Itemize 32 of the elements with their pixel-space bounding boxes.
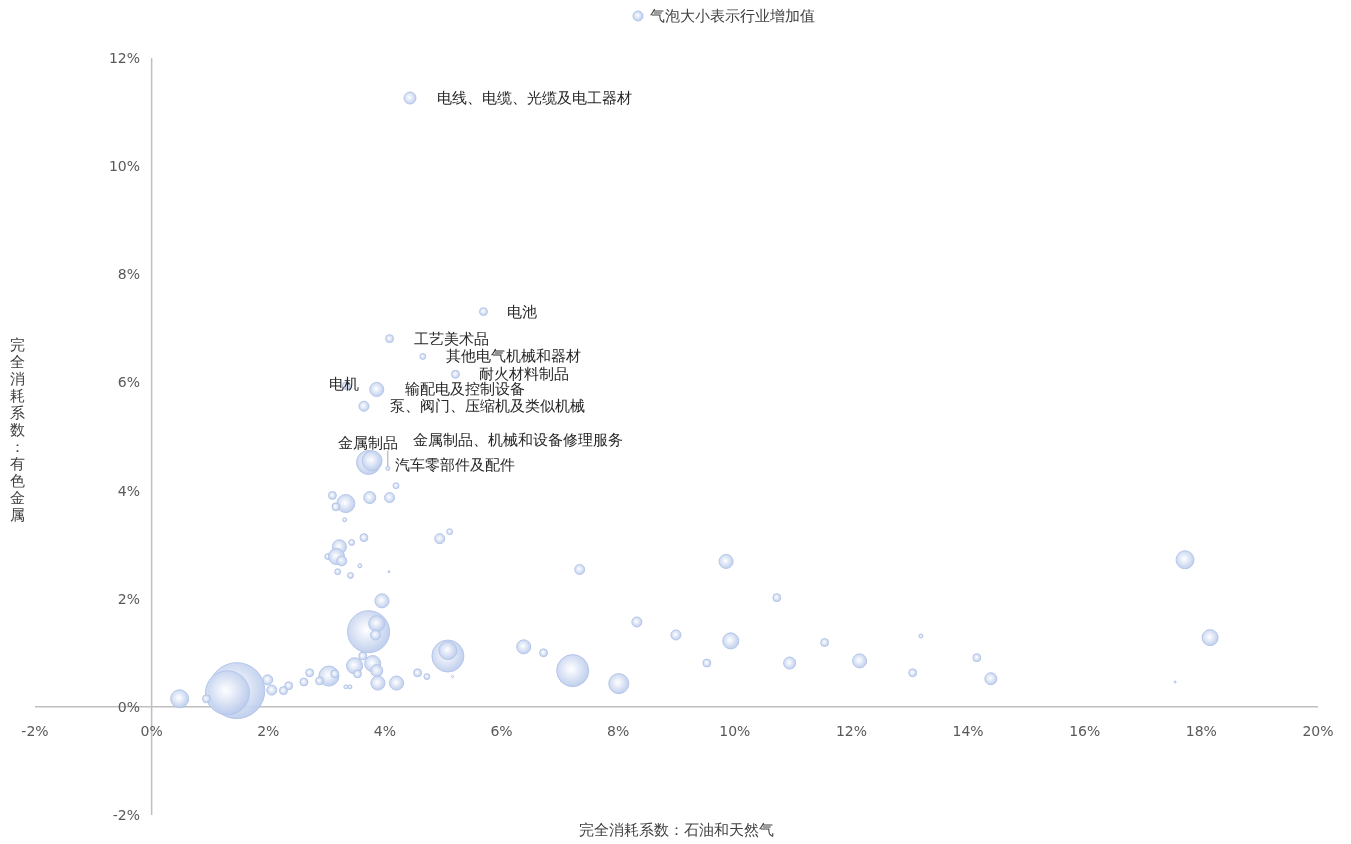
y-tick-label: 10% bbox=[108, 158, 140, 175]
x-tick-label: 20% bbox=[1302, 723, 1334, 739]
x-tick-label: 0% bbox=[140, 723, 163, 739]
x-tick-label: -2% bbox=[21, 723, 49, 739]
x-tick-label: 16% bbox=[1069, 723, 1101, 739]
y-tick-label: 0% bbox=[117, 698, 140, 715]
x-axis-title: 完全消耗系数：石油和天然气 bbox=[579, 821, 774, 839]
annotation: 金属制品 bbox=[337, 434, 398, 453]
x-tick-label: 14% bbox=[952, 723, 984, 739]
annotation: 电线、电缆、光缆及电工器材 bbox=[436, 89, 632, 108]
y-tick-label: 2% bbox=[117, 590, 140, 607]
annotation: 其他电气机械和器材 bbox=[445, 347, 581, 366]
x-tick-label: 4% bbox=[373, 723, 397, 739]
x-tick-label: 18% bbox=[1185, 723, 1217, 739]
x-tick-label: 6% bbox=[490, 723, 513, 739]
annotation: 金属制品、机械和设备修理服务 bbox=[412, 431, 623, 450]
annotation: 泵、阀门、压缩机及类似机械 bbox=[389, 397, 585, 416]
annotation: 汽车零部件及配件 bbox=[395, 455, 516, 474]
legend-label: 气泡大小表示行业增加值 bbox=[650, 7, 815, 25]
y-tick-label: 6% bbox=[117, 374, 140, 391]
y-tick-label: 12% bbox=[108, 50, 140, 66]
x-tick-label: 2% bbox=[257, 723, 280, 739]
x-tick-label: 8% bbox=[607, 723, 630, 739]
y-tick-label: 8% bbox=[117, 266, 140, 283]
annotation: 电池 bbox=[507, 302, 538, 321]
text: 完全消耗系数：有色金属 bbox=[9, 336, 25, 524]
x-tick-label: 12% bbox=[835, 723, 868, 739]
annotation: 工艺美术品 bbox=[413, 329, 489, 348]
x-tick-label: 10% bbox=[719, 723, 751, 739]
annotation: 电机 bbox=[329, 374, 360, 393]
y-tick-label: -2% bbox=[112, 807, 140, 823]
y-tick-label: 4% bbox=[117, 482, 140, 499]
